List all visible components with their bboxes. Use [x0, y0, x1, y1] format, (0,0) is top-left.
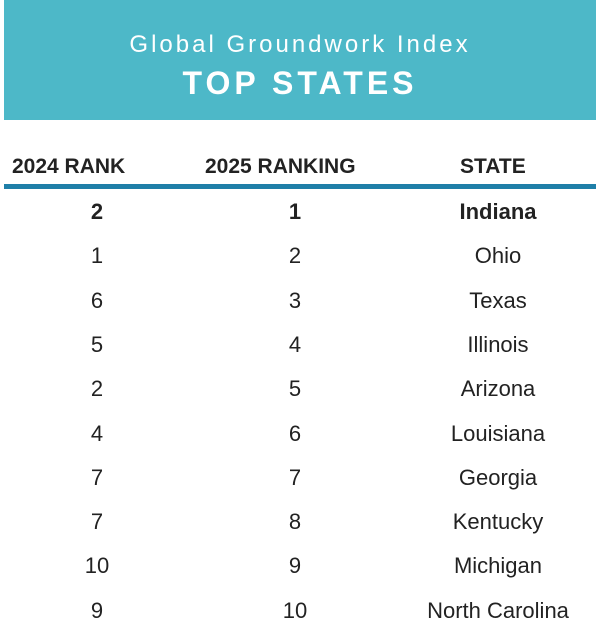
cell-state: Michigan [453, 553, 543, 578]
cell-state: Ohio [474, 243, 522, 268]
cell-2025-ranking: 9 [288, 553, 302, 578]
cell-2024-rank: 10 [84, 553, 110, 578]
cell-state: Arizona [460, 376, 536, 401]
cell-2025-ranking: 3 [288, 288, 302, 313]
table-title: Global Groundwork Index [129, 31, 471, 58]
cell-state: Texas [469, 288, 527, 313]
cell-state: Illinois [467, 332, 529, 357]
cell-2024-rank: 4 [90, 421, 104, 446]
cell-2024-rank: 1 [90, 243, 104, 268]
cell-2025-ranking: 2 [288, 243, 302, 268]
column-header-2024-rank: 2024 RANK [12, 155, 126, 178]
cell-2024-rank: 5 [90, 332, 104, 357]
cell-2025-ranking: 1 [288, 199, 302, 224]
header-divider [4, 184, 596, 189]
cell-2025-ranking: 5 [288, 376, 302, 401]
cell-2024-rank: 2 [90, 376, 104, 401]
cell-2025-ranking: 10 [282, 598, 308, 623]
cell-2024-rank: 2 [90, 199, 104, 224]
cell-2025-ranking: 4 [288, 332, 302, 357]
title-banner: Global Groundwork Index TOP STATES [4, 0, 596, 120]
cell-2024-rank: 7 [90, 509, 104, 534]
column-header-state: STATE [460, 155, 526, 178]
cell-state: Georgia [458, 465, 538, 490]
cell-2025-ranking: 6 [288, 421, 302, 446]
cell-2024-rank: 7 [90, 465, 104, 490]
table-subtitle: TOP STATES [182, 65, 418, 101]
column-header-2025-ranking: 2025 RANKING [205, 155, 356, 178]
cell-2025-ranking: 8 [288, 509, 302, 534]
cell-state: Louisiana [450, 421, 546, 446]
cell-2024-rank: 9 [90, 598, 104, 623]
cell-state: Kentucky [452, 509, 544, 534]
cell-2024-rank: 6 [90, 288, 104, 313]
cell-state: North Carolina [427, 598, 569, 623]
cell-2025-ranking: 7 [288, 465, 302, 490]
cell-state: Indiana [459, 199, 537, 224]
